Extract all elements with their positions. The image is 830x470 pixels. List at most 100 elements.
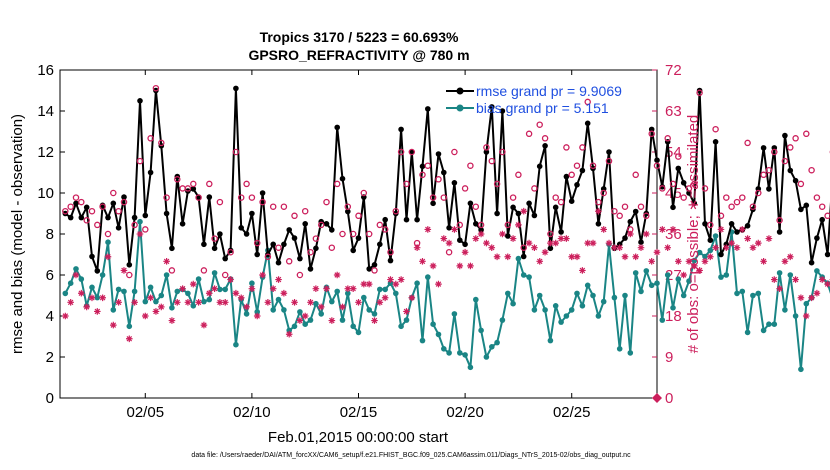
bias-point	[105, 239, 111, 245]
rmse-point	[89, 253, 95, 260]
assimilated-obs-point	[371, 317, 378, 324]
assimilated-obs-point	[520, 207, 528, 215]
rmse-point	[217, 231, 223, 237]
possible-obs-point	[456, 221, 464, 229]
assimilated-obs-point	[152, 308, 160, 315]
bias-point	[739, 288, 746, 295]
y2-tick-label: 45	[665, 185, 682, 202]
bias-point	[414, 280, 420, 287]
rmse-point	[430, 200, 436, 207]
bias-point	[393, 290, 399, 297]
assimilated-obs-point	[712, 244, 719, 251]
possible-obs-point	[174, 176, 181, 183]
possible-obs-point	[142, 226, 149, 233]
rmse-point	[489, 104, 495, 110]
possible-obs-point	[632, 171, 639, 179]
assimilated-obs-point	[397, 276, 405, 283]
possible-obs-point	[824, 212, 830, 220]
rmse-point	[387, 257, 394, 264]
possible-obs-point	[355, 212, 362, 220]
bias-point	[632, 270, 639, 276]
bias-point	[600, 298, 607, 305]
possible-obs-point	[339, 230, 346, 238]
rmse-point	[297, 255, 303, 262]
assimilated-obs-point	[301, 312, 309, 320]
bias-point	[270, 307, 277, 313]
possible-obs-point	[307, 248, 314, 256]
possible-obs-point	[621, 203, 629, 210]
assimilated-obs-point	[264, 299, 272, 306]
assimilated-obs-point	[392, 280, 400, 288]
bias-point	[131, 288, 138, 295]
possible-obs-point	[104, 230, 112, 238]
possible-obs-point	[312, 235, 320, 242]
assimilated-obs-point	[728, 239, 735, 247]
assimilated-obs-point	[339, 303, 346, 311]
y2-tick-label: 63	[665, 103, 682, 120]
possible-obs-point	[445, 248, 453, 256]
possible-obs-point	[190, 180, 197, 188]
bias-point	[547, 337, 554, 344]
assimilated-obs-point	[237, 294, 245, 302]
possible-obs-point	[595, 198, 602, 206]
possible-obs-point	[403, 180, 410, 188]
rmse-point	[115, 225, 122, 231]
rmse-point	[824, 251, 830, 258]
possible-obs-point	[259, 198, 266, 206]
possible-obs-point	[131, 221, 138, 229]
assimilated-obs-point	[360, 280, 368, 288]
bias-point	[126, 323, 133, 330]
possible-obs-point	[200, 267, 208, 274]
possible-obs-point	[659, 185, 666, 192]
bias-point	[696, 249, 703, 256]
y2-tick-label: 18	[665, 308, 682, 325]
bias-point	[94, 294, 101, 301]
rmse-point	[313, 245, 319, 252]
rmse-point	[142, 212, 149, 219]
possible-obs-point	[803, 130, 810, 138]
bias-point	[558, 319, 564, 325]
assimilated-obs-point	[786, 253, 794, 261]
possible-obs-point	[755, 189, 762, 197]
possible-obs-point	[701, 185, 709, 192]
possible-obs-point	[381, 226, 389, 233]
assimilated-obs-point	[173, 299, 181, 306]
rmse-point	[526, 200, 532, 207]
x-tick-label: 02/10	[233, 404, 271, 421]
rmse-point	[787, 167, 794, 174]
assimilated-obs-point	[94, 308, 101, 315]
legend-rmse-marker	[456, 87, 464, 95]
bias-point	[787, 272, 794, 278]
rmse-point	[670, 204, 676, 211]
rmse-point	[568, 198, 575, 204]
assimilated-obs-point	[413, 244, 421, 251]
assimilated-obs-point	[493, 253, 501, 261]
bias-point	[403, 317, 410, 323]
rmse-point	[808, 259, 815, 266]
possible-obs-point	[664, 135, 671, 142]
assimilated-obs-point	[328, 317, 336, 324]
rmse-point	[243, 231, 250, 237]
rmse-point	[483, 149, 490, 155]
rmse-point	[691, 200, 698, 207]
bias-point	[73, 266, 79, 272]
bias-point	[750, 292, 756, 299]
legend: rmse grand pr = 9.9069 bias grand pr = 5…	[446, 83, 622, 116]
bias-point	[579, 303, 586, 309]
assimilated-obs-point	[552, 239, 560, 247]
bias-point	[291, 323, 298, 330]
rmse-point	[558, 229, 564, 235]
possible-obs-point	[728, 203, 735, 210]
rmse-point	[638, 239, 644, 245]
assimilated-obs-point	[110, 321, 117, 329]
assimilated-obs-point	[573, 253, 581, 261]
y-axis-label: rmse and bias (model - observation)	[9, 114, 26, 354]
bias-point	[254, 309, 260, 315]
chart-title: Tropics 3170 / 5223 = 60.693%	[260, 29, 459, 45]
assimilated-obs-point	[589, 239, 597, 247]
possible-obs-point	[643, 212, 650, 220]
bias-point	[190, 303, 197, 309]
possible-obs-point	[680, 194, 687, 201]
possible-obs-point	[158, 139, 165, 147]
rmse-point	[814, 235, 820, 241]
